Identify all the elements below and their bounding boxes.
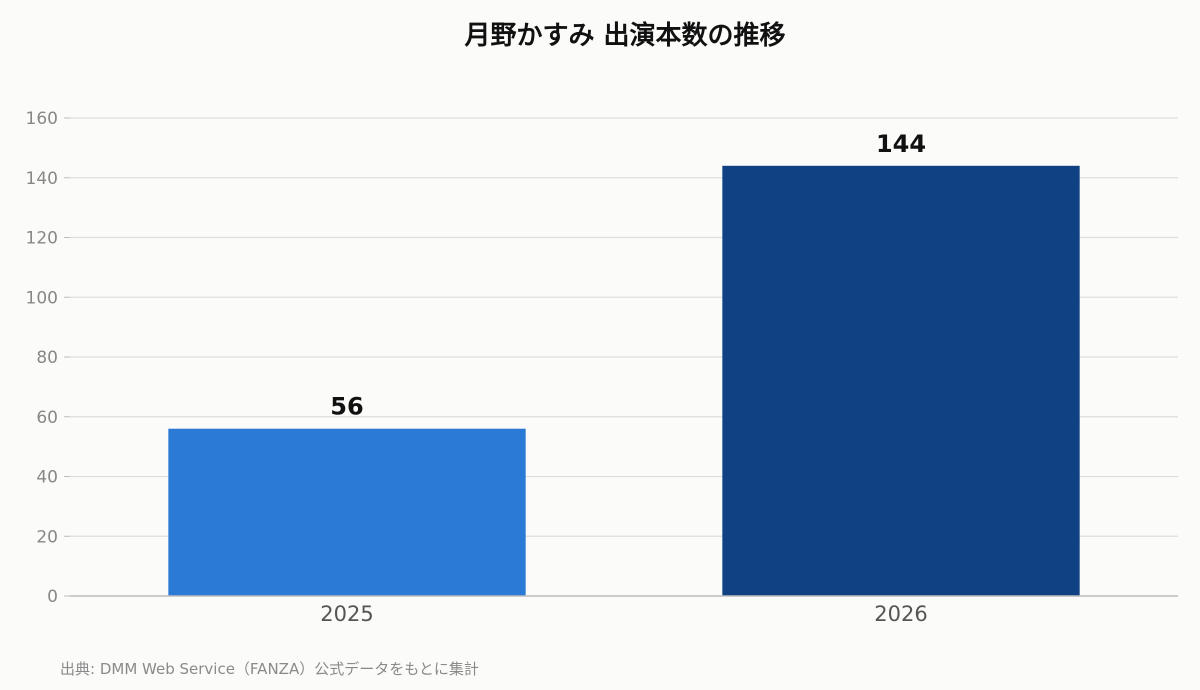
y-tick-label: 0 [47,587,58,607]
x-tick-label: 2025 [320,602,373,626]
y-tick-label: 20 [36,527,58,547]
y-tick-label: 120 [26,229,58,249]
y-tick-label: 80 [36,348,58,368]
bar-chart: 月野かすみ 出演本数の推移 0 20 40 60 80 100 120 140 160 56 14… [26,20,1178,626]
bar-2025 [168,428,526,596]
source-note: 出典: DMM Web Service（FANZA）公式データをもとに集計 [60,660,479,678]
data-label-2025: 56 [330,393,363,421]
y-tick-label: 40 [36,468,58,488]
bars [168,165,1080,597]
y-tick-label: 60 [36,408,58,428]
x-axis: 2025 2026 [70,595,1178,626]
bar-2026 [722,165,1080,597]
chart-title: 月野かすみ 出演本数の推移 [463,20,785,51]
data-label-2026: 144 [876,130,926,158]
y-tick-label: 100 [26,288,58,308]
y-axis: 0 20 40 60 80 100 120 140 160 [26,109,70,607]
y-tick-label: 160 [26,109,58,129]
x-tick-label: 2026 [874,602,927,626]
y-tick-label: 140 [26,169,58,189]
data-labels: 56 144 [330,130,926,421]
